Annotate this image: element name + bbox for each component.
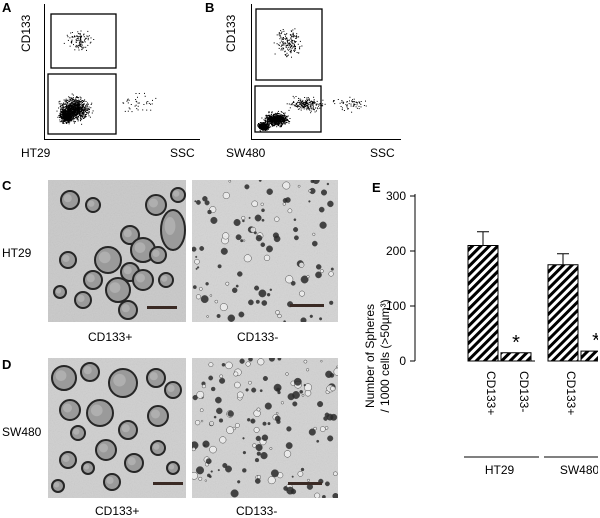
category-label: CD133- [517,371,531,412]
y-axis-label-line2: / 1000 cells (>50µm³) [378,299,392,412]
panel-d-row-label: SW480 [2,425,42,439]
error-bar [557,253,569,265]
category-label: CD133- [597,371,598,412]
panel-label-b: B [205,0,215,15]
category-label: CD133+ [484,371,498,415]
micrograph-sw480-cd133-positive [48,358,186,498]
category-label: CD133+ [564,371,578,415]
panel-a-sample-label: HT29 [21,146,51,160]
panel-d-right-caption: CD133- [236,504,278,518]
group-label: SW480 [560,463,598,477]
panel-d-left-caption: CD133+ [95,504,140,518]
panel-label-d: D [2,357,12,372]
sphere-count-chart: Number of Spheres / 1000 cells (>50µm³) … [363,189,598,477]
bar-sw480-cd133-negative [580,350,598,362]
panel-a-gate-lower [47,73,117,135]
panel-c-row-label: HT29 [2,246,32,260]
micrograph-ht29-cd133-negative [192,180,338,322]
y-tick-label: 300 [386,189,406,203]
panel-a-x-axis-label: SSC [170,146,195,160]
scale-bar [153,482,183,485]
panel-label-e: E [372,180,381,195]
panel-c-right-caption: CD133- [237,330,279,344]
panel-a-flow-plot [44,4,200,140]
significance-marker: * [512,332,520,354]
scale-bar [288,482,322,485]
y-tick-label: 0 [399,354,406,368]
scale-bar [147,306,177,309]
micrograph-ht29-cd133-positive [48,180,186,322]
y-axis-label-line1: Number of Spheres [363,304,377,408]
bar-ht29-cd133-positive [467,245,499,362]
y-tick-label: 100 [386,299,406,313]
panel-label-a: A [2,0,12,15]
panel-b-flow-plot [251,4,401,140]
panel-b-y-axis-label: CD133 [224,14,238,52]
significance-marker: * [592,330,598,352]
y-tick-label: 200 [386,244,406,258]
error-bar [477,231,489,246]
micrograph-sw480-cd133-negative [192,358,338,498]
group-label: HT29 [485,463,515,477]
panel-b-gate-upper [255,8,323,81]
panel-b-x-axis-label: SSC [370,146,395,160]
panel-label-c: C [2,178,12,193]
scale-bar [290,304,324,307]
panel-b-sample-label: SW480 [226,146,266,160]
panel-a-y-axis-label: CD133 [19,14,33,52]
bar-ht29-cd133-negative [500,352,532,362]
panel-b-gate-lower [254,85,322,133]
panel-c-left-caption: CD133+ [88,330,133,344]
bar-sw480-cd133-positive [547,264,579,362]
panel-a-gate-upper [50,13,117,69]
